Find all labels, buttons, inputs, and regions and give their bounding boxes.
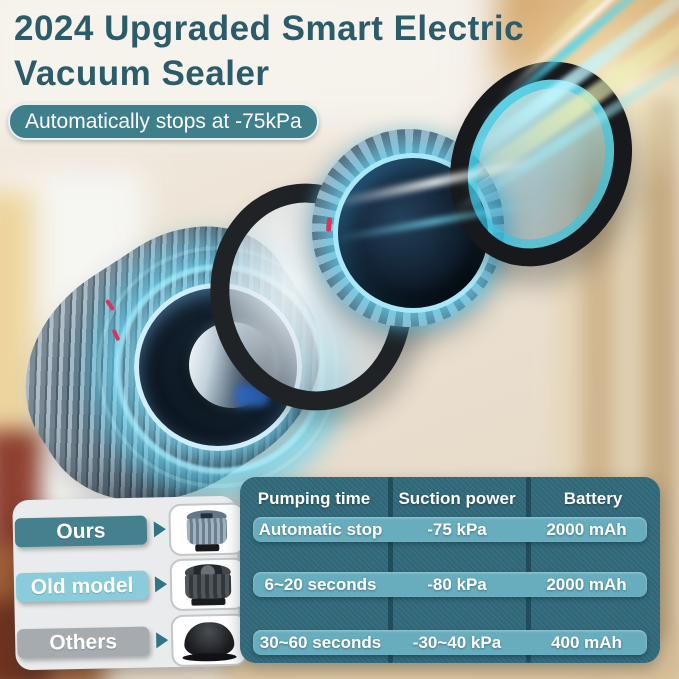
arrow-right-icon — [153, 521, 167, 538]
cell-pumping-time: 30~60 seconds — [259, 633, 382, 652]
label-ours: Ours — [14, 515, 148, 548]
background-blur-yellow-glow — [0, 190, 34, 460]
header-suction-power: Suction power — [398, 489, 516, 508]
table-row-old-model: 6~20 seconds -80 kPa 2000 mAh — [253, 572, 647, 597]
comparison-table: Pumping time Suction power Battery Autom… — [240, 477, 660, 663]
table-row-others: 30~60 seconds -30~40 kPa 400 mAh — [253, 630, 647, 655]
cell-suction-power: -75 kPa — [427, 520, 487, 539]
arrow-right-icon — [154, 576, 168, 593]
table-row-ours: Automatic stop -75 kPa 2000 mAh — [253, 517, 647, 542]
cell-battery: 2000 mAh — [546, 575, 627, 594]
badge-text: Automatically stops at -75kPa — [25, 109, 302, 133]
device-base — [182, 652, 237, 662]
cell-pumping-time: Automatic stop — [258, 520, 383, 539]
cell-battery: 400 mAh — [551, 633, 622, 652]
product-thumb-old-model — [169, 557, 247, 612]
page-title: 2024 Upgraded Smart Electric Vacuum Seal… — [14, 6, 634, 96]
header-battery: Battery — [563, 489, 623, 508]
product-thumb-others — [170, 613, 248, 668]
product-thumb-ours — [168, 502, 246, 557]
device-base — [191, 597, 226, 606]
column-divider — [526, 477, 531, 663]
label-others: Others — [16, 626, 150, 659]
auto-stop-badge: Automatically stops at -75kPa — [8, 103, 319, 140]
legend-row-others: Others — [15, 613, 248, 671]
cell-suction-power: -80 kPa — [427, 575, 487, 594]
device-base — [195, 544, 220, 552]
ours-device-icon — [170, 505, 243, 554]
header-pumping-time: Pumping time — [257, 489, 371, 508]
legend-row-old-model: Old model — [14, 557, 247, 615]
others-device-icon — [173, 616, 246, 665]
column-divider — [388, 477, 393, 663]
arrow-right-icon — [156, 632, 169, 649]
device-body — [184, 573, 232, 599]
old-model-device-icon — [172, 560, 245, 609]
device-body — [186, 517, 228, 545]
title-line-2: Vacuum Sealer — [14, 54, 270, 93]
cell-pumping-time: 6~20 seconds — [264, 575, 377, 594]
device-body — [183, 621, 235, 657]
title-line-1: 2024 Upgraded Smart Electric — [14, 9, 525, 48]
label-old-model: Old model — [15, 570, 149, 603]
cell-suction-power: -30~40 kPa — [412, 633, 502, 652]
cell-battery: 2000 mAh — [546, 520, 627, 539]
legend-row-ours: Ours — [12, 502, 246, 560]
comparison-legend-panel: Ours Old model — [12, 495, 248, 671]
